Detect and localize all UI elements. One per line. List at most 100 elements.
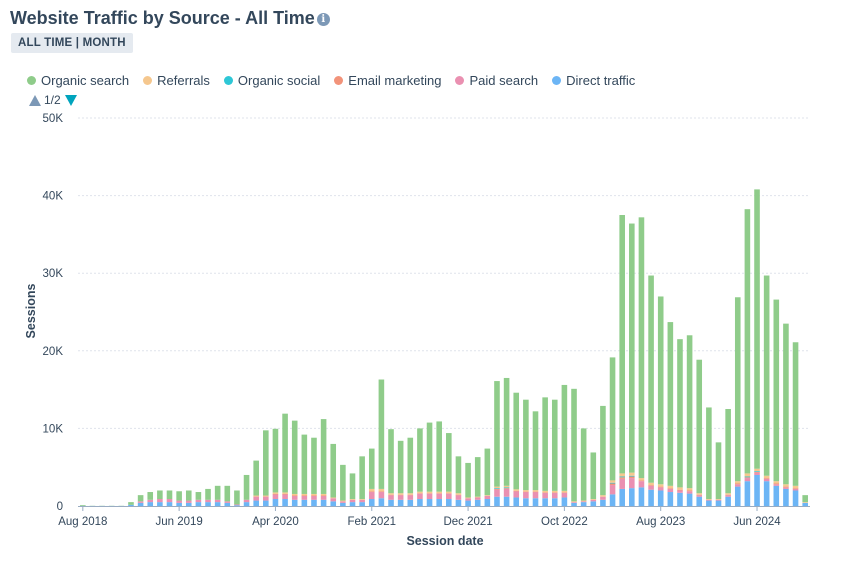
bar-segment [686,490,693,492]
bar-segment [590,452,597,500]
bar-segment [734,297,741,482]
bar-segment [195,502,202,506]
bar-segment [551,490,558,493]
info-icon[interactable]: i [316,13,330,26]
legend-item[interactable]: Organic search [27,73,129,88]
bar-segment [523,498,529,506]
legend-label: Direct traffic [566,73,636,88]
bar-segment [330,443,337,498]
bar-segment [340,464,346,501]
bar-segment [513,392,520,490]
bar-segment [436,493,442,500]
bar-segment [494,496,500,506]
bar-segment [436,493,442,494]
bar-segment [734,484,741,487]
bar-segment [359,502,365,506]
bar-segment [686,335,693,489]
bar-segment [205,499,211,503]
bar-segment [792,485,799,489]
bar-segment [349,499,356,503]
legend-item[interactable]: Paid search [455,73,538,88]
legend-label: Organic search [41,73,130,88]
bar-segment [282,492,288,494]
bar-segment [359,456,365,500]
bar-segment [561,492,568,498]
bar-segment [349,502,356,506]
bar-segment [600,405,606,496]
bar-segment [407,494,414,496]
bar-segment [696,495,703,497]
bar-segment [686,488,693,491]
x-tick-label: Jun 2019 [155,516,202,528]
legend-prev-page-icon[interactable] [29,94,41,106]
bar-segment [474,496,481,498]
bar-segment [638,481,645,488]
bar-segment [349,499,356,500]
bar-segment [503,496,510,506]
bar-segment [600,499,606,506]
bar-segment [243,499,250,503]
bar-segment [744,481,751,506]
bar-segment [465,500,471,506]
bar-segment [301,493,308,496]
bar-segment [657,486,664,488]
legend-item[interactable]: Referrals [143,73,210,88]
bar-segment [609,480,616,483]
bar-segment [320,419,327,494]
bar-segment [763,478,770,479]
bar-segment [157,490,163,500]
bar-segment [311,437,317,494]
bar-segment [677,489,683,491]
bar-segment [263,496,269,497]
legend-item[interactable]: Organic social [223,73,320,88]
legend-item[interactable]: Email marketing [334,73,441,88]
bar-segment [792,488,799,491]
x-tick-label: Jun 2024 [733,516,781,528]
legend-next-page-icon[interactable] [64,94,77,106]
bar-segment [157,499,163,503]
bar-segment [523,492,529,499]
bar-segment [243,502,250,506]
bar-segment [349,473,356,500]
bar-segment [426,491,433,494]
bar-segment [542,492,548,493]
bar-segment [147,492,154,500]
bar-segment [744,478,751,482]
bar-segment [494,488,500,489]
bar-segment [388,493,394,495]
bar-segment [407,499,414,506]
bar-segment [282,494,288,500]
bar-segment [407,495,414,500]
bar-segment [590,499,597,500]
bar-segment [580,501,587,503]
y-axis-title: Sessions [24,284,38,339]
bar-segment [253,460,259,496]
bar-segment [320,495,327,500]
bar-segment [272,494,279,500]
bar-segment [580,502,587,506]
legend-item[interactable]: Direct traffic [552,73,635,88]
bar-segment [638,480,645,482]
bar-segment [397,493,404,495]
bar-segment [619,477,625,479]
bar-segment [474,457,481,497]
bar-segment [754,474,760,506]
legend-label: Paid search [469,73,539,88]
bar-segment [417,493,423,500]
time-range-badge[interactable]: ALL TIME | MONTH [11,33,133,53]
bar-segment [513,491,520,498]
bar-segment [176,500,182,503]
bar-segment [619,473,625,477]
bar-segment [744,209,751,474]
bar-segment [609,485,616,495]
bar-segment [301,495,308,500]
bar-segment [455,493,462,495]
bar-segment [272,493,279,495]
bar-segment [484,499,491,506]
bar-segment [754,471,760,473]
bar-segment [291,420,298,494]
bar-segment [657,490,664,506]
legend-label: Referrals [157,73,210,88]
bar-segment [715,499,722,501]
bar-segment [763,275,770,476]
